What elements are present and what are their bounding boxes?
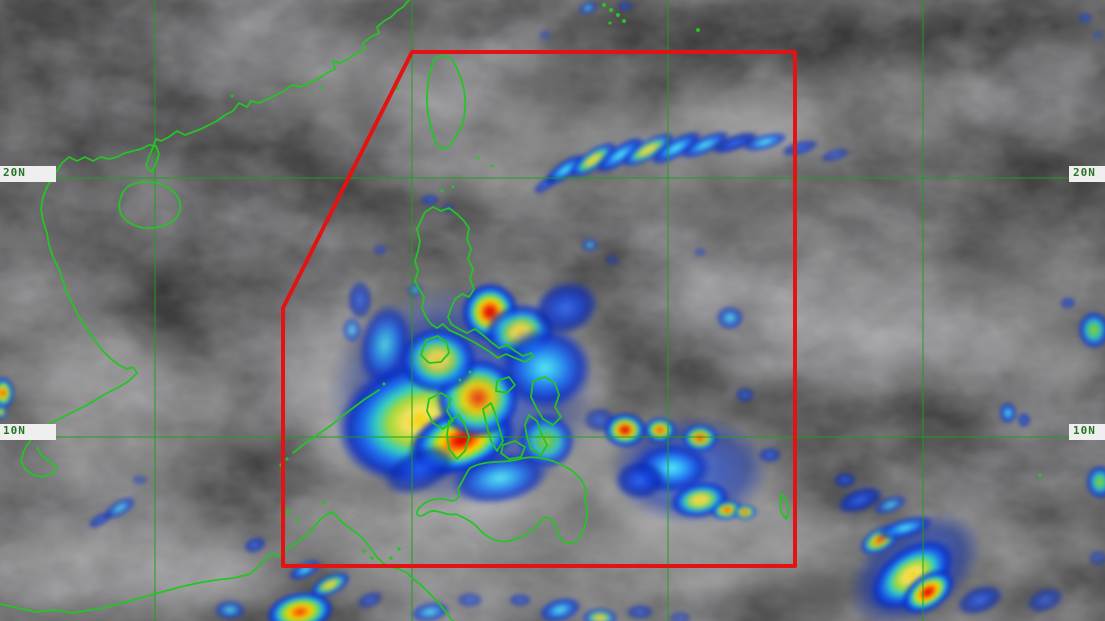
island-dots [230, 3, 1042, 568]
convection-cell [644, 417, 676, 443]
convection-cell [582, 608, 618, 621]
convection-cell [578, 1, 598, 15]
convection-cell [758, 447, 782, 463]
latitude-label-20n-right: 20N [1069, 166, 1105, 182]
convection-cell [0, 377, 14, 409]
coastline-masbate [495, 376, 516, 394]
coastline-palawan [292, 389, 380, 454]
convection-cell [741, 132, 789, 152]
convection-cell [621, 132, 675, 168]
convection-cell [716, 306, 744, 330]
convection-cell [309, 572, 351, 598]
latitude-label-20n-left: 20N [0, 166, 56, 182]
coastline-talaud [779, 493, 790, 520]
coastline-cebu [482, 402, 504, 452]
convection-cell [626, 604, 654, 620]
convection-cell [420, 194, 440, 206]
convection-cell [780, 139, 820, 157]
coastline-panay [426, 392, 454, 430]
convection-cell [1025, 586, 1065, 614]
convection-cell [214, 600, 246, 620]
convection-cell [347, 280, 373, 320]
convection-cell [87, 511, 113, 529]
convection-cell [1078, 311, 1105, 349]
convection-cell [1086, 465, 1105, 499]
par-boundary [281, 50, 797, 568]
convection-cell [410, 601, 450, 621]
latitude-label-10n-left: 10N [0, 424, 56, 440]
convection-cell [539, 30, 551, 40]
convection-cell [356, 591, 384, 609]
convection-cell [538, 597, 582, 621]
convection-cell [533, 175, 557, 195]
latitude-label-10n-right: 10N [1069, 424, 1105, 440]
convection-cell [614, 460, 666, 500]
coastline-samar [530, 376, 562, 426]
coastline-leyte [524, 414, 548, 456]
convection-cell [569, 141, 617, 179]
convection-cell [872, 495, 908, 515]
convection-cell [710, 131, 760, 155]
convection-cell [456, 592, 484, 608]
convection-cell [508, 593, 532, 607]
convection-cell [1017, 412, 1031, 428]
convection-cell [617, 1, 633, 11]
convection-cell [1060, 297, 1076, 309]
convection-cell [450, 450, 550, 506]
convection-cell [342, 317, 362, 343]
convection-cell [132, 475, 148, 485]
convection-cell [532, 280, 600, 336]
convection-cell [694, 247, 706, 257]
convection-cell [956, 584, 1004, 616]
convection-cell [1077, 12, 1093, 24]
convection-cell [901, 569, 955, 615]
coastline-china-vietnam [20, 0, 410, 478]
convection-cell [398, 326, 478, 394]
coastline-mindanao [416, 456, 589, 545]
convection-cell [497, 326, 593, 410]
convection-cell [833, 472, 857, 488]
coastline-luzon [414, 206, 534, 363]
coastline-hainan [118, 180, 182, 230]
coastline-negros [446, 414, 470, 460]
convection-cell [605, 255, 619, 265]
convection-cell [0, 404, 7, 420]
convection-cell [243, 536, 267, 554]
convection-cell [733, 504, 757, 520]
coastlines [0, 0, 1042, 621]
coastline-bohol [500, 440, 526, 460]
convection-cell [682, 424, 718, 452]
convection-cell [581, 238, 599, 252]
convection-cell [382, 443, 458, 497]
convection-cell [875, 515, 935, 541]
convection-cell [999, 402, 1017, 424]
convection-cell [407, 283, 423, 297]
coastline-borneo [0, 511, 454, 621]
convection-cell [603, 412, 647, 448]
coastline-mindoro [420, 335, 450, 364]
convection-cell [679, 130, 731, 160]
convection-cell [373, 244, 387, 256]
convection-cell [358, 303, 412, 387]
convection-cell [735, 387, 755, 403]
convection-cell [836, 485, 884, 515]
convection-cell [668, 611, 692, 621]
convection-cell [594, 135, 646, 175]
convection-cell [819, 147, 851, 163]
coastline-taiwan [425, 54, 467, 150]
convection-cell [1088, 550, 1105, 566]
convection-cell [1092, 30, 1104, 40]
convection-cell [266, 591, 334, 621]
convection-cell [649, 130, 703, 166]
